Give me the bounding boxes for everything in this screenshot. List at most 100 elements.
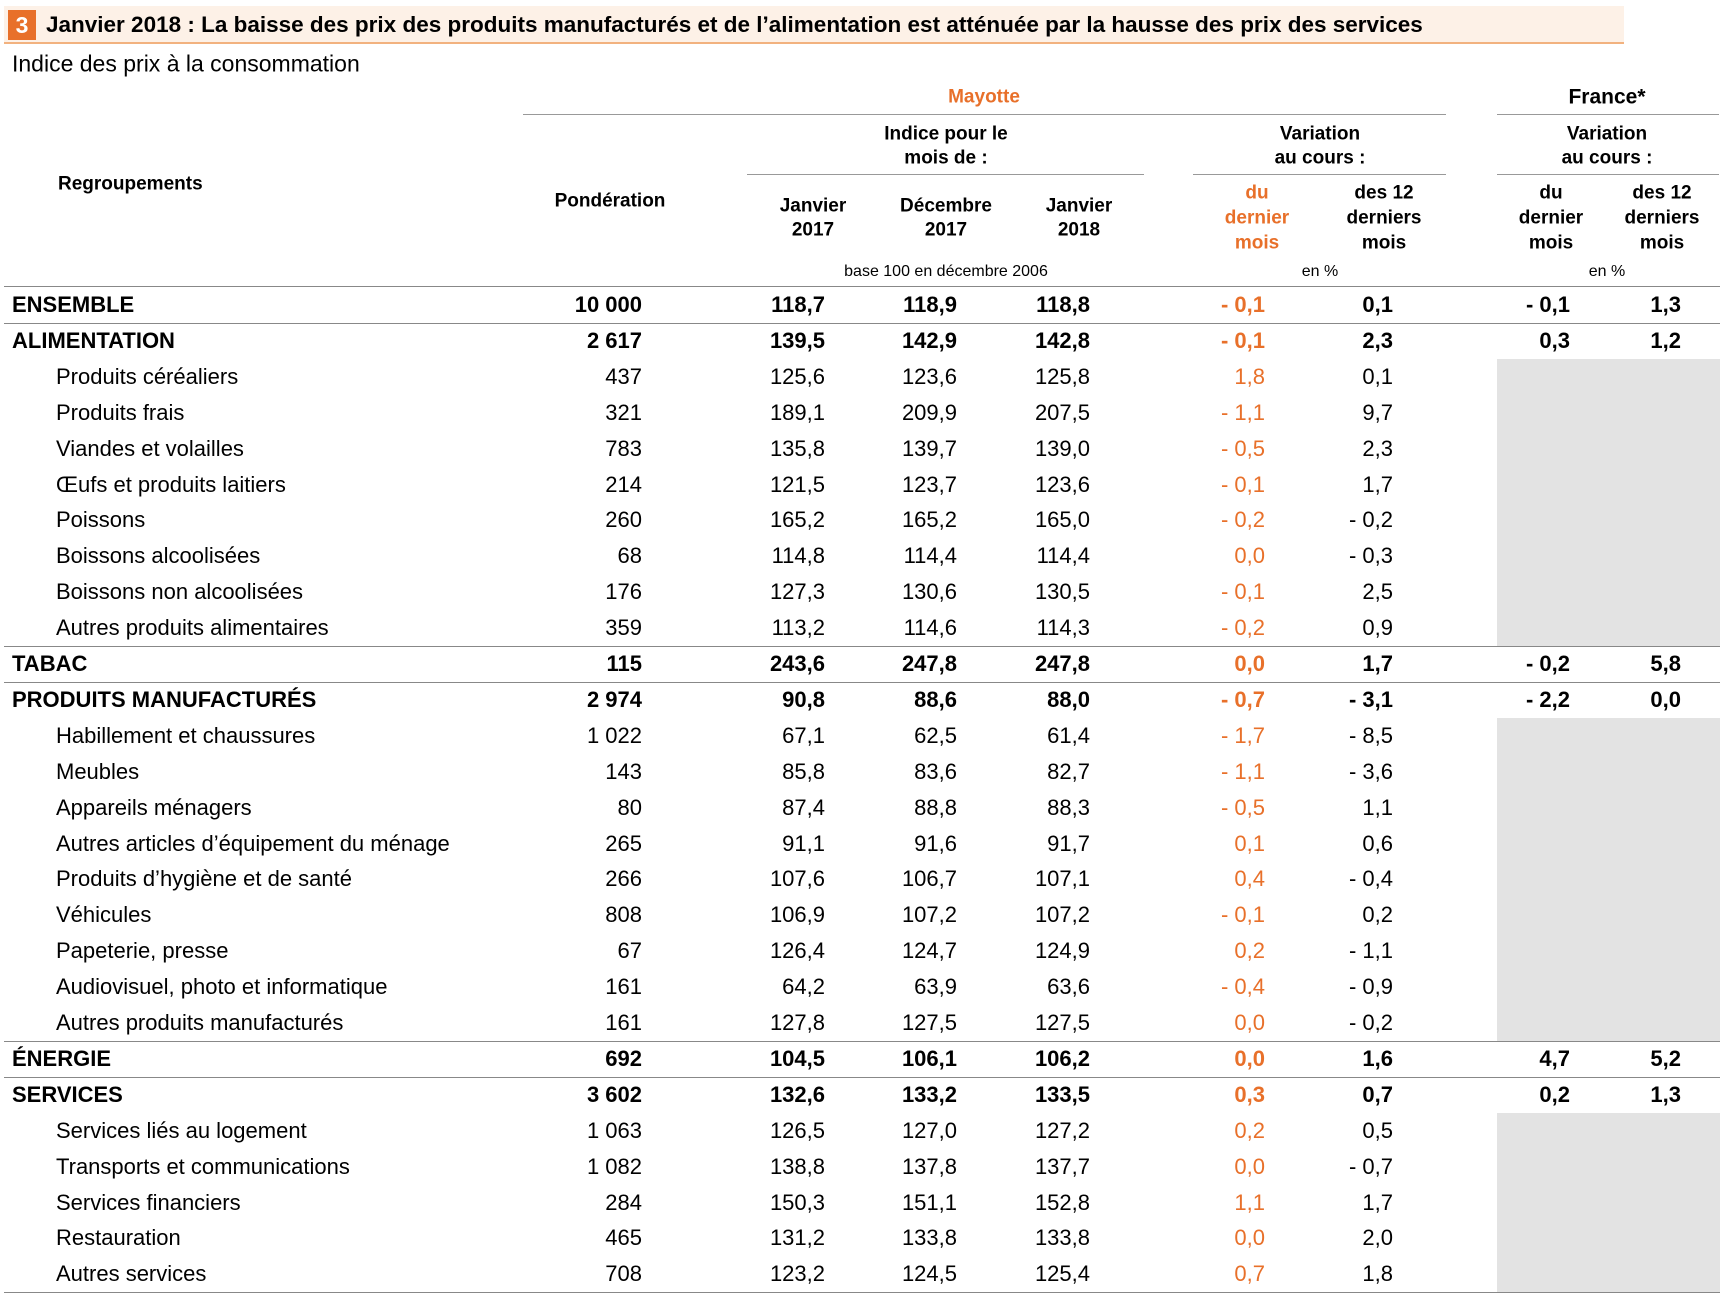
cell: 247,8 (1034, 651, 1090, 676)
cell: 0,0 (1234, 1225, 1265, 1251)
shading (1497, 789, 1720, 826)
cell: 2,0 (1362, 1225, 1393, 1251)
cell: - 0,2 (1220, 507, 1265, 533)
cell: - 0,4 (1220, 974, 1265, 1000)
cell: 127,3 (769, 579, 825, 605)
shading (1497, 610, 1720, 647)
cell: 1,3 (1650, 1081, 1681, 1107)
cell: 88,0 (1047, 686, 1090, 712)
row-label: Produits frais (56, 399, 185, 425)
cell: 113,2 (771, 615, 825, 641)
cell: 3 602 (586, 1081, 642, 1107)
shading (1497, 430, 1720, 467)
column-header: Variation (1279, 123, 1361, 145)
cell: - 0,1 (1220, 579, 1265, 605)
rule (523, 114, 1446, 115)
column-header: Variation (1566, 123, 1648, 145)
cell: - 0,7 (1220, 686, 1265, 712)
row-label: Boissons non alcoolisées (56, 579, 304, 605)
rule (4, 1292, 1720, 1294)
row-label: Papeterie, presse (56, 938, 229, 964)
row-label: Services financiers (56, 1189, 241, 1215)
shading (1497, 1220, 1720, 1257)
cell: 106,1 (901, 1045, 957, 1071)
shading (1497, 753, 1720, 790)
shading (1497, 1005, 1720, 1041)
cell: 127,5 (901, 1010, 957, 1035)
cell: 124,5 (901, 1261, 957, 1287)
cell: - 0,1 (1525, 292, 1570, 317)
cell: 1 022 (586, 722, 642, 748)
shading (1497, 825, 1720, 862)
column-header: Pondération (554, 190, 666, 212)
cell: 176 (605, 579, 642, 605)
cell: 0,7 (1234, 1261, 1265, 1287)
cell: 0,2 (1234, 1117, 1265, 1143)
cell: 0,2 (1234, 938, 1265, 964)
row-label: Audiovisuel, photo et informatique (56, 974, 388, 1000)
column-header: des 12 (1632, 182, 1692, 204)
rule (1193, 174, 1446, 175)
column-header: mois (1361, 232, 1407, 254)
cell: 808 (605, 902, 642, 928)
shading (1497, 502, 1720, 539)
row-heading: ÉNERGIE (12, 1045, 112, 1071)
cell: 1,2 (1650, 327, 1681, 353)
cell: 150,3 (769, 1189, 825, 1215)
cell: 133,2 (901, 1081, 957, 1107)
cell: 0,0 (1234, 651, 1265, 676)
cell: 321 (605, 399, 642, 425)
cell: - 0,4 (1348, 866, 1393, 892)
cell: 266 (605, 866, 642, 892)
cell: 1,1 (1362, 794, 1393, 820)
column-header: 2017 (791, 219, 835, 241)
cell: 0,5 (1362, 1117, 1393, 1143)
cell: 0,1 (1362, 363, 1393, 389)
column-header: dernier (1518, 207, 1584, 229)
unit-label: en % (1301, 263, 1339, 280)
rule (4, 322, 1720, 324)
cell: 189,1 (769, 399, 825, 425)
cell: 265 (605, 830, 642, 856)
cell: 63,6 (1047, 974, 1090, 1000)
cell: - 1,1 (1220, 758, 1265, 784)
cell: 0,0 (1234, 1045, 1265, 1071)
cell: 0,2 (1539, 1081, 1570, 1107)
cell: 137,7 (1034, 1153, 1090, 1179)
cell: 107,2 (901, 902, 957, 928)
cell: 114,8 (771, 543, 825, 569)
cell: 1 063 (586, 1117, 642, 1143)
cell: 2,5 (1362, 579, 1393, 605)
unit-label: base 100 en décembre 2006 (844, 263, 1048, 280)
cell: 131,2 (769, 1225, 825, 1251)
title: Janvier 2018 : La baisse des prix des pr… (46, 11, 1423, 37)
column-header: Janvier (1045, 195, 1113, 217)
cell: 125,8 (1034, 363, 1090, 389)
rule (1497, 114, 1719, 115)
cell: 1,7 (1362, 651, 1393, 676)
cell: 5,8 (1650, 651, 1681, 676)
row-label: Services liés au logement (56, 1117, 307, 1143)
cell: 133,8 (1034, 1225, 1090, 1251)
cell: 127,5 (1034, 1010, 1090, 1035)
shading (1497, 1148, 1720, 1185)
cell: 107,1 (1034, 866, 1090, 892)
column-header: mois (1234, 232, 1280, 254)
rule (1497, 174, 1719, 175)
cell: 214 (605, 471, 642, 497)
shading (1497, 861, 1720, 898)
cell: 243,6 (769, 651, 825, 676)
cell: 209,9 (901, 399, 957, 425)
shading (1497, 1184, 1720, 1221)
column-header: au cours : (1561, 147, 1653, 169)
cell: 1,8 (1234, 363, 1265, 389)
cell: 67 (617, 938, 642, 964)
title-number: 3 (8, 10, 36, 40)
cell: 90,8 (782, 686, 825, 712)
row-label: Habillement et chaussures (56, 722, 316, 748)
rule (747, 174, 1144, 175)
cell: - 3,1 (1348, 686, 1393, 712)
cell: 0,0 (1234, 1153, 1265, 1179)
cell: 5,2 (1650, 1045, 1681, 1071)
rule (4, 1040, 1720, 1042)
